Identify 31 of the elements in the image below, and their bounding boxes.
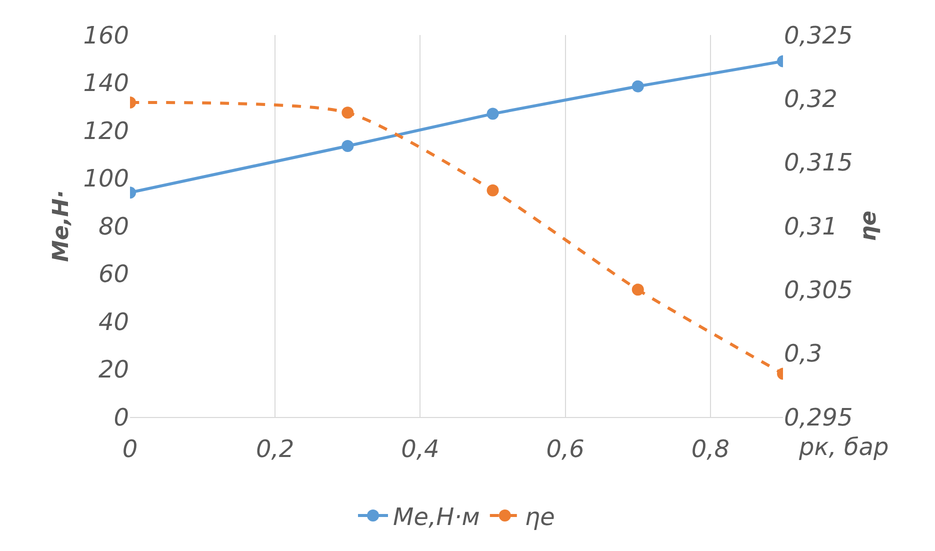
x-tick-label: 0,2 xyxy=(256,434,294,463)
y2-tick-label: 0,31 xyxy=(784,212,838,240)
y2-tick-label: 0,295 xyxy=(784,403,853,432)
y-tick-label: 0 xyxy=(114,403,129,432)
legend-label: Me,Н·м xyxy=(393,502,480,531)
y-tick-label: 160 xyxy=(83,21,129,50)
y2-tick-label: 0,315 xyxy=(784,148,853,177)
y-tick-label: 80 xyxy=(98,212,129,240)
y-tick-label: 140 xyxy=(83,69,129,98)
y-tick-label: 100 xyxy=(83,164,129,193)
legend-label: ηe xyxy=(524,502,555,531)
y-tick-label: 120 xyxy=(83,116,129,145)
y2-tick-label: 0,32 xyxy=(784,85,838,114)
point xyxy=(632,80,644,92)
point xyxy=(486,184,499,196)
y-tick-label: 60 xyxy=(98,260,129,288)
y-tick-label: 20 xyxy=(98,356,129,384)
point xyxy=(342,140,354,152)
y2-axis-title: ηe xyxy=(856,210,882,242)
y-axis-title: Me,Н· xyxy=(48,190,74,262)
point xyxy=(342,106,354,119)
y-tick-label: 40 xyxy=(98,308,129,336)
x-axis-title: рк, бар xyxy=(798,433,889,461)
point xyxy=(632,284,644,296)
x-tick-label: 0,4 xyxy=(401,434,440,463)
x-tick-label: 0,6 xyxy=(546,434,584,463)
y2-tick-label: 0,3 xyxy=(784,340,822,368)
y2-tick-label: 0,305 xyxy=(784,276,853,304)
y2-tick-label: 0,325 xyxy=(784,21,853,50)
point xyxy=(486,108,499,120)
x-tick-label: 0,8 xyxy=(691,434,730,463)
